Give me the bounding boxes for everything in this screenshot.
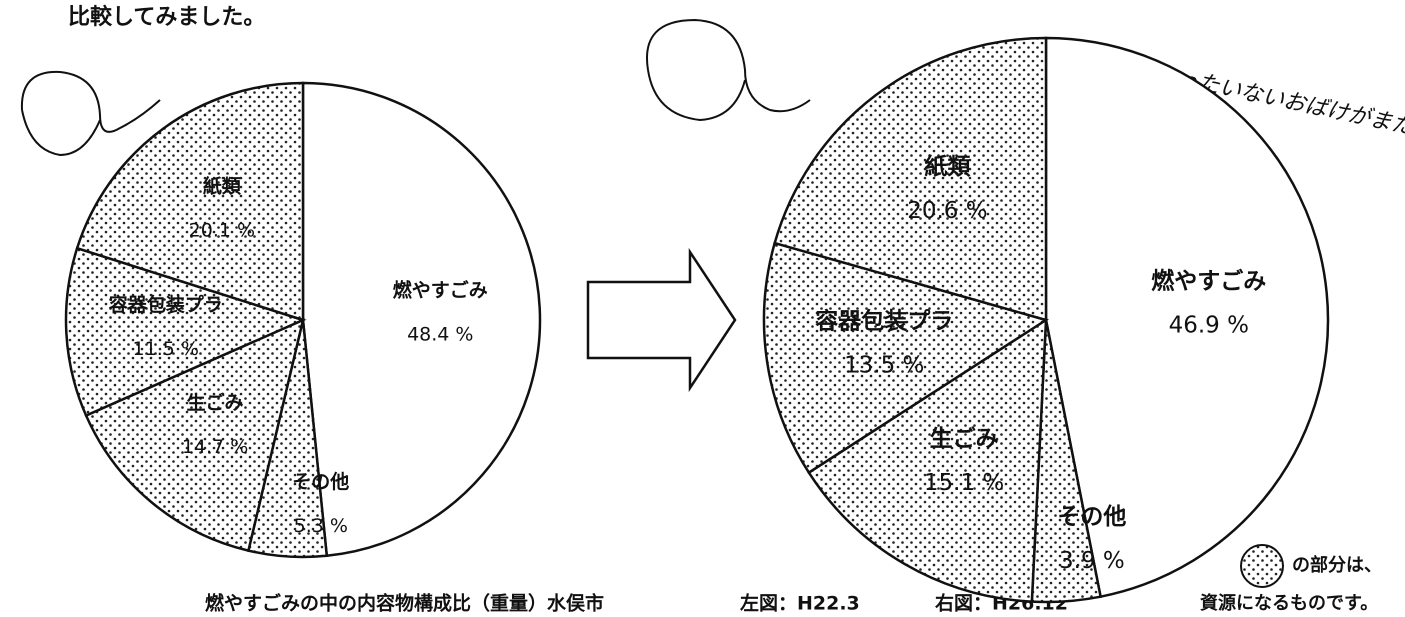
slice-value-label: 5.3 % [294,515,348,537]
slice-name: 紙類 [924,153,971,180]
slice-name: 容器包装プラ [109,293,223,316]
pie-slice [84,317,305,553]
ghost-left [20,70,161,157]
slice-name: その他 [1057,504,1126,530]
slice-name: その他 [292,470,349,493]
pie-slice [807,317,1048,603]
caption: 燃やすごみの中の内容物構成比（重量）水俣市 [205,592,604,615]
pie-slice [64,246,307,418]
slice-value-label: 3.9 % [1059,548,1125,574]
ghost-right [646,18,811,122]
slice-value-label: 20.1 % [189,220,255,242]
pie-slice [301,81,542,558]
slice-value-label: 46.9 % [1169,313,1249,339]
slice-name: 燃やすごみ [1151,268,1266,295]
slice-value-label: 14.7 % [182,436,248,458]
legend-text: 資源になるものです。 [1200,592,1378,614]
slice-value-label: 13.5 % [844,353,924,379]
pie-slice [1044,36,1330,599]
slice-value-label: 48.4 % [407,324,473,346]
slice-value-label: 15.1 % [924,470,1004,496]
pie-slice [773,36,1048,322]
slice-name: 紙類 [203,175,242,198]
slice-name: 容器包装プラ [815,308,953,335]
slice-name: 生ごみ [187,391,244,414]
arrow [586,247,737,393]
caption: 左図：H22.3 [740,592,860,615]
slice-value-label: 20.6 % [907,198,987,224]
heading: 比較してみました。 [68,4,265,30]
legend-swatch [1240,544,1284,588]
slice-name: 燃やすごみ [393,279,488,302]
pie-slice [75,81,305,322]
slice-value-label: 11.5 % [133,338,199,360]
legend-text: の部分は、 [1292,554,1382,576]
slice-name: 生ごみ [930,425,999,452]
